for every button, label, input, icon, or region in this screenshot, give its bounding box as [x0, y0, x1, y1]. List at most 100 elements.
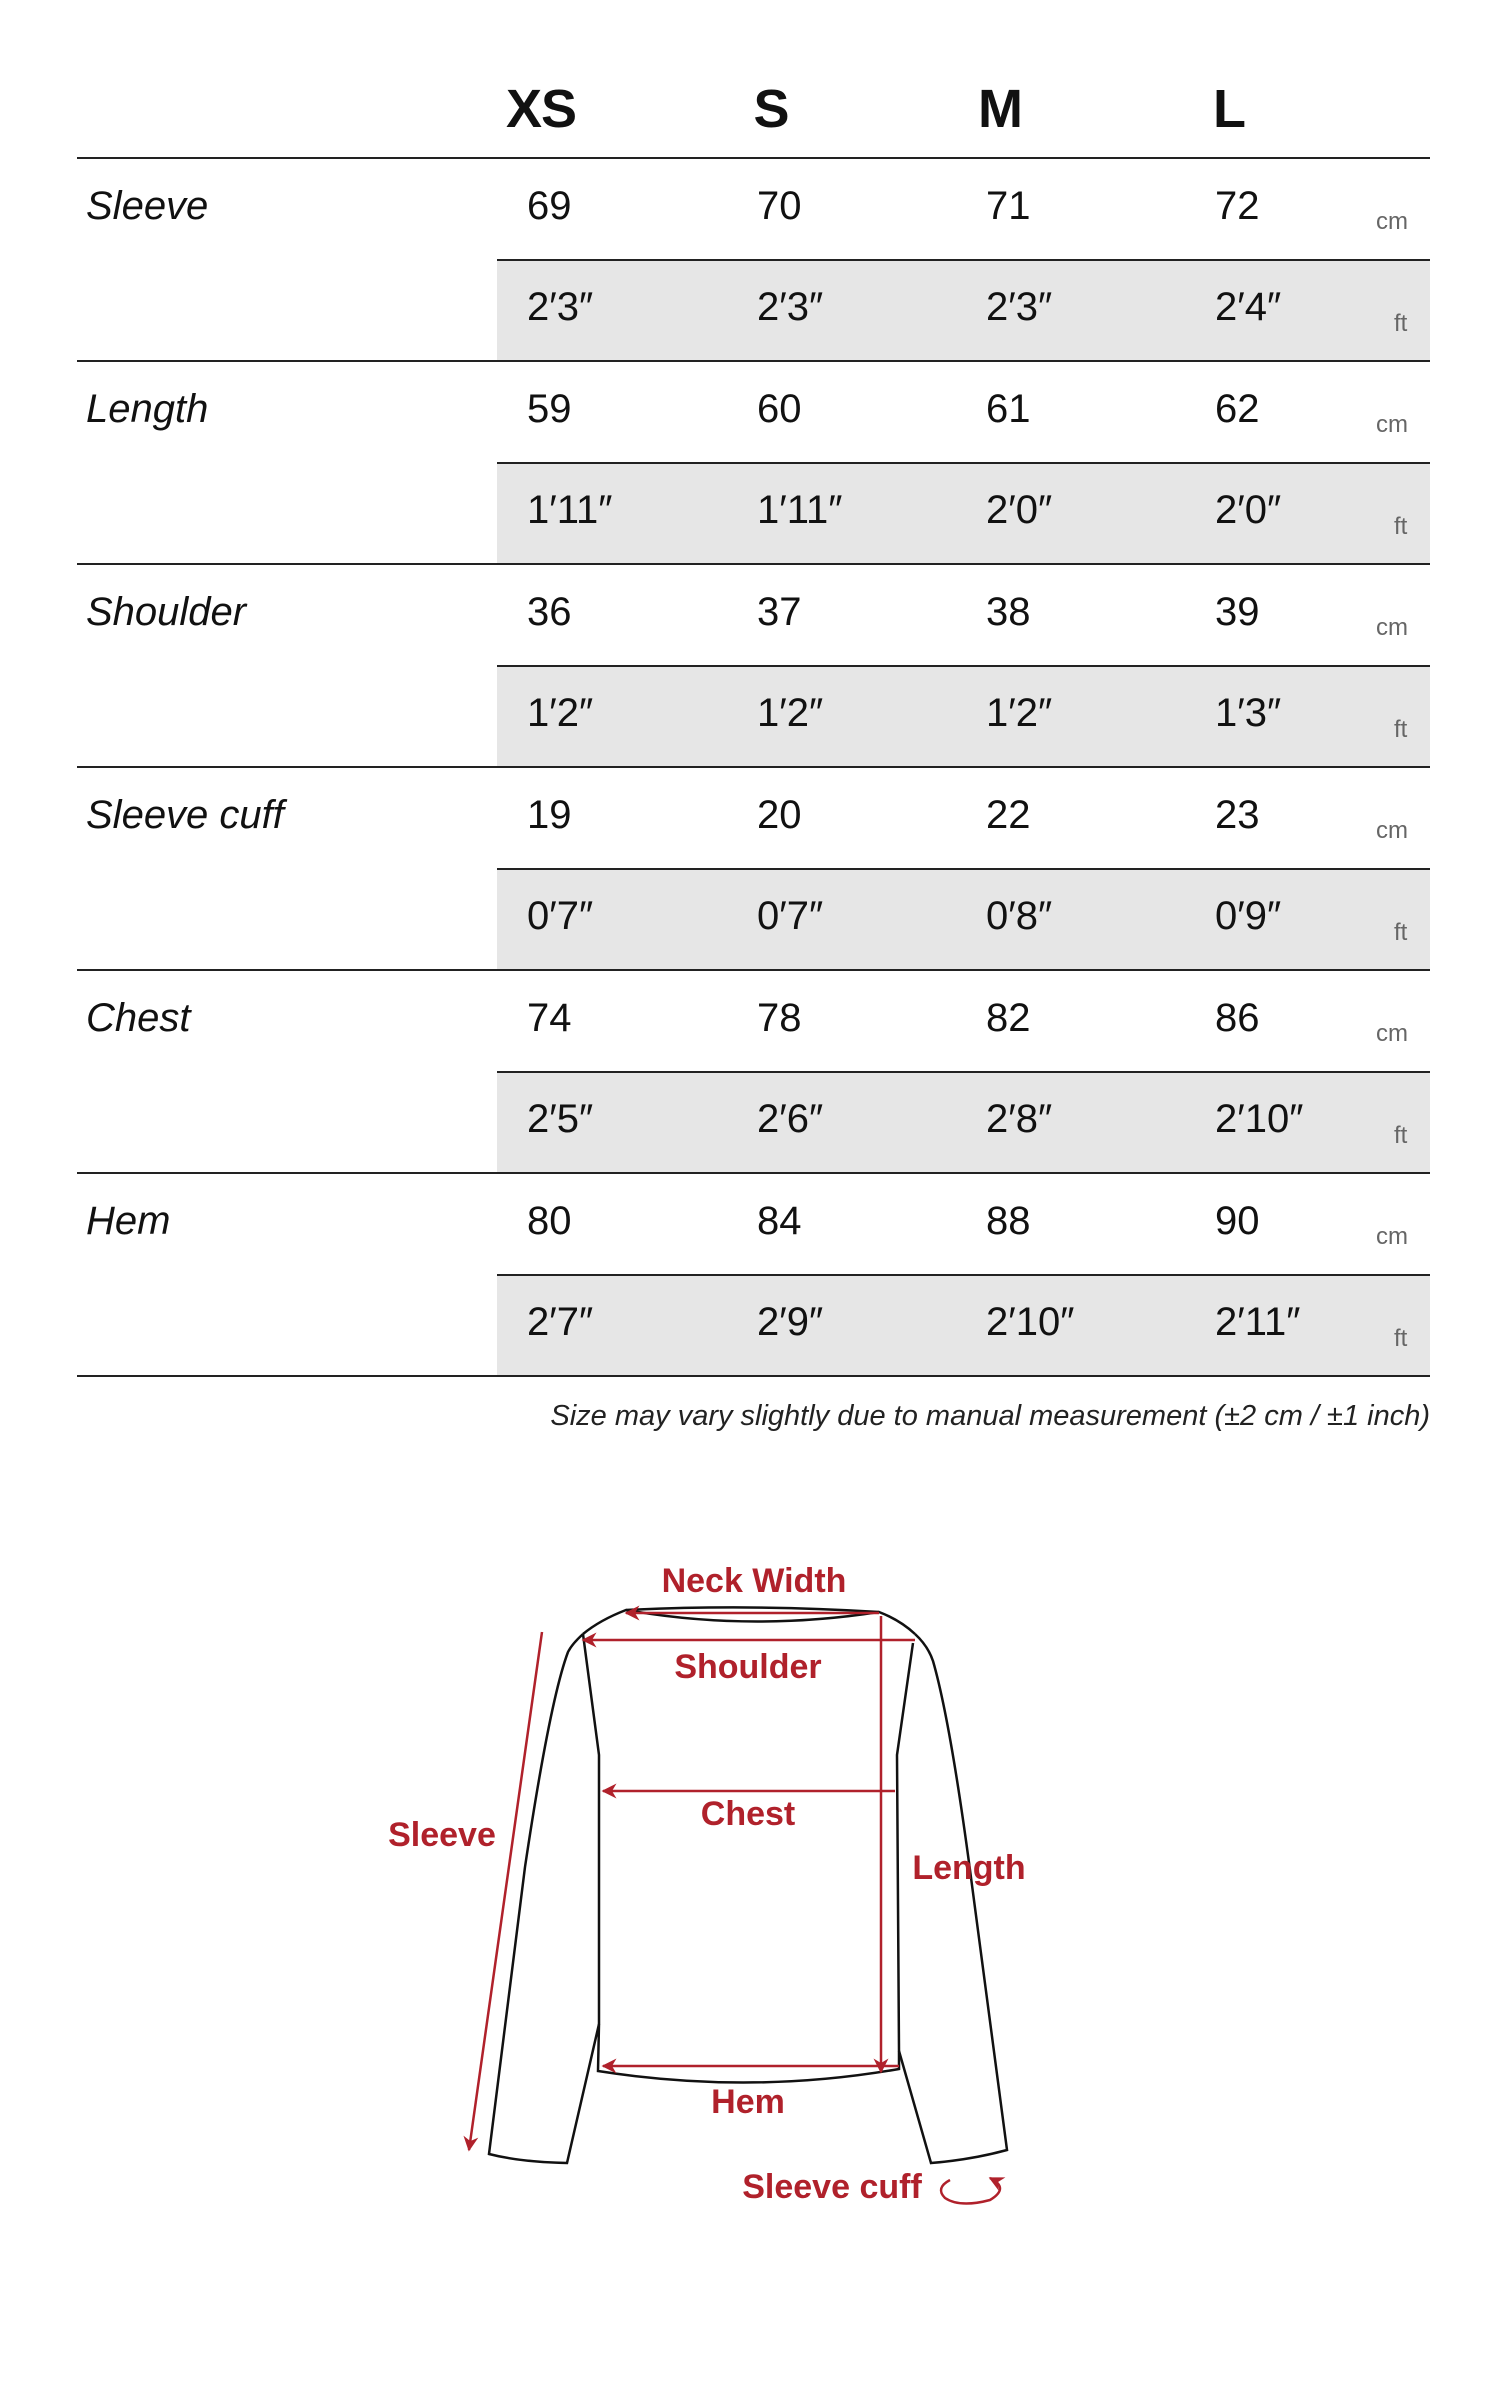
label-hem: Hem — [711, 2083, 785, 2121]
ft-value: 2′10″ — [1215, 1097, 1304, 1141]
row-sub-divider — [497, 259, 1430, 261]
imperial-row-background — [497, 1072, 1430, 1173]
row-label: Chest — [86, 996, 191, 1040]
header-divider — [77, 157, 1430, 159]
ft-value: 1′11″ — [757, 488, 843, 532]
unit-ft: ft — [1394, 1122, 1408, 1149]
ft-value: 1′11″ — [527, 488, 613, 532]
size-header-s: S — [753, 79, 789, 139]
cm-value: 20 — [757, 793, 802, 837]
imperial-row-background — [497, 463, 1430, 564]
row-label: Length — [86, 387, 209, 431]
label-sleeve: Sleeve — [388, 1816, 496, 1854]
unit-cm: cm — [1376, 1223, 1408, 1250]
label-chest: Chest — [701, 1795, 795, 1833]
ft-value: 1′2″ — [757, 691, 824, 735]
cm-value: 72 — [1215, 184, 1260, 228]
cm-value: 80 — [527, 1199, 572, 1243]
cm-value: 23 — [1215, 793, 1260, 837]
cm-value: 38 — [986, 590, 1031, 634]
ft-value: 2′3″ — [757, 285, 824, 329]
ft-value: 1′2″ — [986, 691, 1053, 735]
ft-value: 2′7″ — [527, 1300, 594, 1344]
cm-value: 22 — [986, 793, 1031, 837]
unit-ft: ft — [1394, 513, 1408, 540]
row-sub-divider — [497, 665, 1430, 667]
size-header-m: M — [978, 79, 1023, 139]
cm-value: 86 — [1215, 996, 1260, 1040]
cm-value: 61 — [986, 387, 1031, 431]
cm-value: 60 — [757, 387, 802, 431]
unit-cm: cm — [1376, 817, 1408, 844]
ft-value: 0′7″ — [757, 894, 824, 938]
measurement-arrows — [463, 1605, 1006, 2205]
label-shoulder: Shoulder — [674, 1648, 821, 1686]
row-sub-divider — [497, 462, 1430, 464]
sleeve-arrow — [463, 1631, 544, 2152]
unit-cm: cm — [1376, 1020, 1408, 1047]
size-header-l: L — [1213, 79, 1246, 139]
cm-value: 59 — [527, 387, 572, 431]
ft-value: 2′0″ — [1215, 488, 1282, 532]
row-label: Sleeve — [86, 184, 209, 228]
imperial-row-background — [497, 666, 1430, 767]
ft-value: 2′5″ — [527, 1097, 594, 1141]
row-divider — [77, 360, 1430, 362]
row-sub-divider — [497, 868, 1430, 870]
row-label: Hem — [86, 1199, 171, 1243]
unit-cm: cm — [1376, 208, 1408, 235]
cm-value: 39 — [1215, 590, 1260, 634]
label-length: Length — [912, 1849, 1025, 1887]
cm-value: 71 — [986, 184, 1031, 228]
label-neck-width: Neck Width — [662, 1562, 847, 1600]
size-header-xs: XS — [505, 79, 577, 139]
unit-ft: ft — [1394, 310, 1408, 337]
cm-value: 82 — [986, 996, 1031, 1040]
ft-value: 0′7″ — [527, 894, 594, 938]
ft-value: 2′6″ — [757, 1097, 824, 1141]
cm-value: 90 — [1215, 1199, 1260, 1243]
ft-value: 2′8″ — [986, 1097, 1053, 1141]
ft-value: 2′10″ — [986, 1300, 1075, 1344]
cm-value: 36 — [527, 590, 572, 634]
cm-value: 62 — [1215, 387, 1260, 431]
cm-value: 70 — [757, 184, 802, 228]
cm-value: 84 — [757, 1199, 802, 1243]
cm-value: 78 — [757, 996, 802, 1040]
unit-cm: cm — [1376, 411, 1408, 438]
ft-value: 2′9″ — [757, 1300, 824, 1344]
label-sleeve-cuff: Sleeve cuff — [742, 2168, 922, 2206]
row-label: Sleeve cuff — [86, 793, 284, 837]
row-divider — [77, 766, 1430, 768]
cm-value: 19 — [527, 793, 572, 837]
ft-value: 2′3″ — [986, 285, 1053, 329]
cm-value: 88 — [986, 1199, 1031, 1243]
ft-value: 0′9″ — [1215, 894, 1282, 938]
row-divider — [77, 1375, 1430, 1377]
ft-value: 1′3″ — [1215, 691, 1282, 735]
imperial-row-background — [497, 869, 1430, 970]
row-sub-divider — [497, 1274, 1430, 1276]
ft-value: 0′8″ — [986, 894, 1053, 938]
ft-value: 2′11″ — [1215, 1300, 1301, 1344]
row-divider — [77, 1172, 1430, 1174]
row-label: Shoulder — [86, 590, 247, 634]
row-sub-divider — [497, 1071, 1430, 1073]
unit-ft: ft — [1394, 716, 1408, 743]
ft-value: 2′0″ — [986, 488, 1053, 532]
unit-ft: ft — [1394, 919, 1408, 946]
cm-value: 69 — [527, 184, 572, 228]
row-divider — [77, 563, 1430, 565]
cm-value: 74 — [527, 996, 572, 1040]
row-divider — [77, 969, 1430, 971]
ft-value: 1′2″ — [527, 691, 594, 735]
imperial-row-background — [497, 1275, 1430, 1376]
garment-measurement-diagram: Neck Width Shoulder Chest Sleeve Length … — [388, 1562, 1026, 2206]
measurement-note: Size may vary slightly due to manual mea… — [550, 1400, 1430, 1432]
sleeve-cuff-rotate-icon — [939, 2176, 1006, 2205]
ft-value: 2′3″ — [527, 285, 594, 329]
ft-value: 2′4″ — [1215, 285, 1282, 329]
unit-ft: ft — [1394, 1325, 1408, 1352]
imperial-row-background — [497, 260, 1430, 361]
cm-value: 37 — [757, 590, 802, 634]
